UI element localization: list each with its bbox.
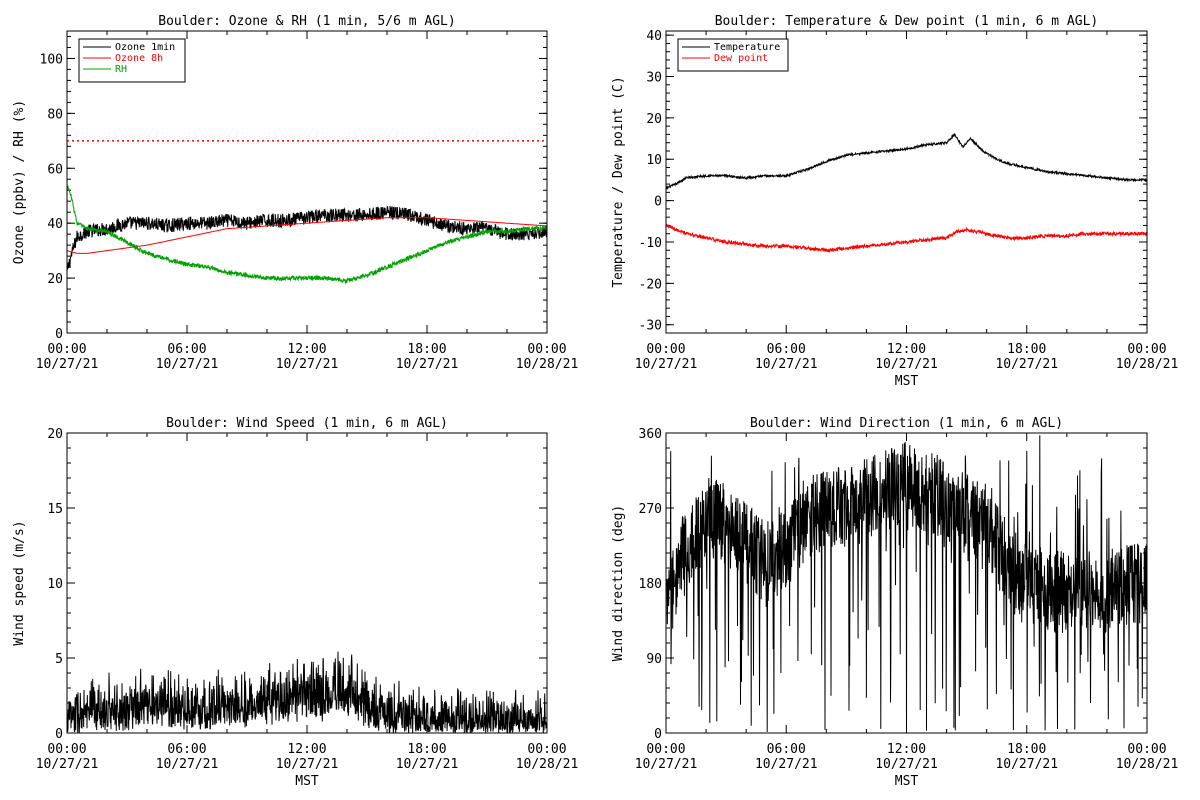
- x-tick-time-label: 00:00: [1127, 742, 1166, 757]
- x-tick-time-label: 12:00: [287, 742, 326, 757]
- y-tick-label: 0: [654, 195, 662, 210]
- series-line-main: [66, 651, 548, 734]
- series-line-ozone-8h: [66, 217, 547, 254]
- x-tick-date-label: 10/28/21: [1116, 757, 1179, 772]
- y-tick-label: 0: [55, 727, 63, 742]
- x-tick-time-label: 06:00: [767, 742, 806, 757]
- x-tick-date-label: 10/27/21: [396, 757, 459, 772]
- series-line-rh: [66, 184, 548, 285]
- x-axis-label: MST: [295, 774, 319, 789]
- x-tick-date-label: 10/27/21: [276, 757, 339, 772]
- y-axis-label: Ozone (ppbv) / RH (%): [12, 100, 27, 264]
- x-tick-date-label: 10/27/21: [875, 357, 938, 372]
- x-tick-time-label: 00:00: [1127, 342, 1166, 357]
- y-tick-label: 10: [47, 577, 63, 592]
- x-axis-label: MST: [895, 374, 919, 389]
- series-line-ozone-1min: [66, 205, 548, 271]
- x-tick-time-label: 12:00: [887, 342, 926, 357]
- plot-frame: [66, 30, 548, 334]
- y-axis-label: Wind speed (m/s): [12, 520, 27, 645]
- y-tick-label: 0: [654, 727, 662, 742]
- x-tick-time-label: 00:00: [47, 742, 86, 757]
- x-tick-date-label: 10/27/21: [156, 357, 219, 372]
- legend-entry: Ozone 8h: [115, 53, 163, 64]
- y-tick-label: 20: [47, 427, 63, 442]
- plot-frame: [66, 432, 548, 734]
- x-tick-date-label: 10/27/21: [755, 757, 818, 772]
- y-tick-label: 40: [646, 29, 662, 44]
- x-tick-time-label: 18:00: [1007, 342, 1046, 357]
- series-line-dew-point: [665, 223, 1148, 254]
- temperature-dewpoint-panel: Boulder: Temperature & Dew point (1 min,…: [611, 14, 1178, 389]
- y-tick-label: -20: [639, 277, 662, 292]
- x-tick-time-label: 00:00: [646, 742, 685, 757]
- x-tick-date-label: 10/28/21: [1116, 357, 1179, 372]
- x-tick-time-label: 00:00: [527, 742, 566, 757]
- wind-speed-panel: Boulder: Wind Speed (1 min, 6 m AGL) 0 5 10…: [12, 416, 578, 789]
- ozone-rh-panel: Boulder: Ozone & RH (1 min, 5/6 m AGL) 0 2…: [12, 14, 578, 372]
- legend-entry: Dew point: [714, 53, 768, 64]
- x-tick-date-label: 10/27/21: [276, 357, 339, 372]
- wind-direction-panel: Boulder: Wind Direction (1 min, 6 m AGL)…: [611, 416, 1178, 789]
- y-tick-label: 80: [47, 107, 63, 122]
- legend-entry: Temperature: [714, 42, 780, 53]
- y-tick-label: 10: [646, 153, 662, 168]
- x-tick-date-label: 10/27/21: [875, 757, 938, 772]
- x-tick-time-label: 12:00: [887, 742, 926, 757]
- legend-entry: RH: [115, 64, 127, 75]
- x-axis-label: MST: [895, 774, 919, 789]
- y-tick-label: 0: [55, 327, 63, 342]
- series-line-temperature: [665, 133, 1148, 190]
- y-tick-label: 60: [47, 162, 63, 177]
- x-tick-date-label: 10/28/21: [516, 357, 579, 372]
- x-tick-time-label: 00:00: [527, 342, 566, 357]
- x-tick-date-label: 10/28/21: [516, 757, 579, 772]
- x-tick-date-label: 10/27/21: [396, 357, 459, 372]
- plot-frame: [665, 30, 1148, 334]
- y-tick-label: -30: [639, 319, 662, 334]
- x-tick-date-label: 10/27/21: [755, 357, 818, 372]
- x-tick-date-label: 10/27/21: [156, 757, 219, 772]
- chart-title: Boulder: Wind Speed (1 min, 6 m AGL): [166, 416, 448, 431]
- x-tick-time-label: 06:00: [167, 742, 206, 757]
- x-tick-date-label: 10/27/21: [36, 357, 99, 372]
- y-tick-label: 100: [40, 52, 63, 67]
- chart-title: Boulder: Wind Direction (1 min, 6 m AGL): [750, 416, 1063, 431]
- x-tick-time-label: 18:00: [407, 742, 446, 757]
- x-tick-date-label: 10/27/21: [36, 757, 99, 772]
- chart-title: Boulder: Ozone & RH (1 min, 5/6 m AGL): [158, 14, 455, 29]
- x-tick-time-label: 06:00: [767, 342, 806, 357]
- y-tick-label: 30: [646, 71, 662, 86]
- x-tick-time-label: 00:00: [646, 342, 685, 357]
- y-tick-label: 20: [47, 272, 63, 287]
- x-tick-date-label: 10/27/21: [635, 757, 698, 772]
- plot-frame: [665, 432, 1148, 734]
- y-tick-label: -10: [639, 236, 662, 251]
- chart-title: Boulder: Temperature & Dew point (1 min,…: [715, 14, 1099, 29]
- x-tick-date-label: 10/27/21: [635, 357, 698, 372]
- y-tick-label: 15: [47, 502, 63, 517]
- x-tick-date-label: 10/27/21: [995, 757, 1058, 772]
- legend-box: [677, 38, 789, 72]
- legend-box: [78, 38, 186, 83]
- x-tick-time-label: 00:00: [47, 342, 86, 357]
- y-axis-label: Wind direction (deg): [611, 505, 626, 662]
- y-tick-label: 40: [47, 217, 63, 232]
- x-tick-time-label: 18:00: [407, 342, 446, 357]
- y-tick-label: 5: [55, 652, 63, 667]
- y-tick-label: 20: [646, 112, 662, 127]
- y-tick-label: 180: [639, 577, 662, 592]
- x-tick-time-label: 12:00: [287, 342, 326, 357]
- x-tick-date-label: 10/27/21: [995, 357, 1058, 372]
- legend-entry: Ozone 1min: [115, 42, 175, 53]
- y-tick-label: 270: [639, 502, 662, 517]
- y-axis-label: Temperature / Dew point (C): [611, 76, 626, 287]
- x-tick-time-label: 06:00: [167, 342, 206, 357]
- y-tick-label: 360: [639, 427, 662, 442]
- x-tick-time-label: 18:00: [1007, 742, 1046, 757]
- y-tick-label: 90: [646, 652, 662, 667]
- series-line-main: [665, 435, 1148, 732]
